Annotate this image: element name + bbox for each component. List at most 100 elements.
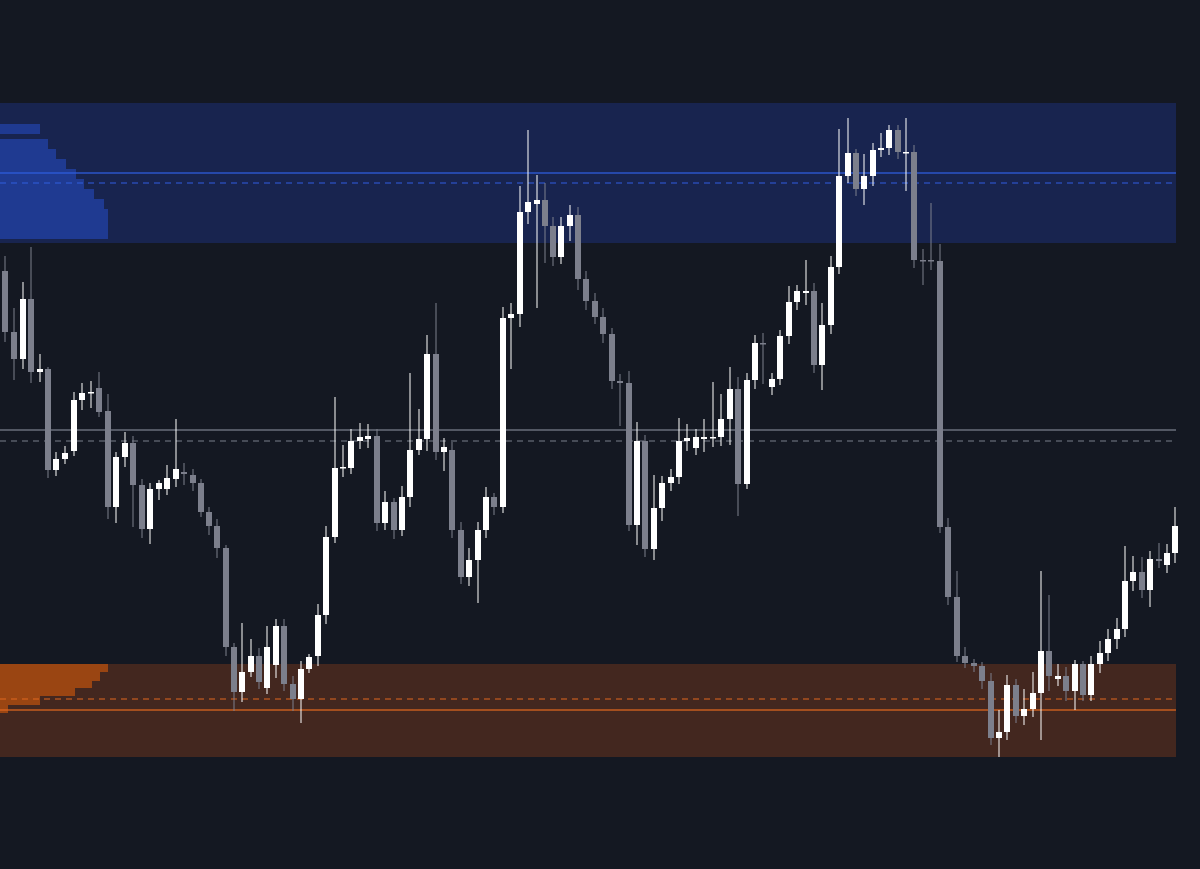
supply-profile-bar (0, 169, 76, 179)
bearish-candle (542, 200, 548, 226)
bearish-candle (206, 512, 212, 526)
bullish-candle (382, 502, 388, 523)
bullish-candle (1097, 653, 1103, 664)
bullish-candle (1004, 685, 1010, 732)
bullish-candle (718, 419, 724, 437)
bearish-candle (281, 626, 287, 684)
bullish-candle (727, 389, 733, 419)
demand-profile-bar (0, 705, 8, 713)
bullish-candle (693, 437, 699, 448)
bearish-candle (735, 389, 741, 484)
bearish-candle (139, 485, 145, 529)
bullish-candle (164, 478, 170, 489)
bullish-candle (71, 400, 77, 451)
bearish-candle (911, 152, 917, 260)
bullish-candle (534, 200, 540, 204)
candles-layer (2, 118, 1178, 757)
bearish-candle (198, 483, 204, 512)
bullish-candle (668, 477, 674, 483)
supply-profile-bar (0, 219, 108, 229)
bullish-candle (861, 176, 867, 189)
bearish-candle (105, 411, 111, 507)
bullish-candle (79, 393, 85, 400)
bullish-candle (424, 354, 430, 439)
bullish-candle (828, 267, 834, 325)
bullish-candle (37, 369, 43, 372)
bearish-candle (28, 299, 34, 372)
bullish-candle (744, 380, 750, 484)
bullish-candle (348, 441, 354, 468)
bearish-candle (458, 530, 464, 577)
bearish-candle (214, 526, 220, 548)
bearish-candle (290, 684, 296, 699)
bullish-candle (357, 437, 363, 441)
bullish-candle (156, 483, 162, 489)
bullish-candle (786, 302, 792, 336)
bearish-candle (96, 388, 102, 412)
bearish-candle (45, 369, 51, 470)
bullish-candle (1164, 553, 1170, 565)
bearish-candle (550, 226, 556, 257)
bullish-candle (701, 437, 707, 439)
bullish-candle (794, 291, 800, 302)
bullish-candle (634, 441, 640, 525)
bullish-candle (886, 130, 892, 148)
bullish-candle (567, 215, 573, 226)
bullish-candle (1055, 676, 1061, 679)
demand-profile-bar (0, 696, 40, 705)
bullish-candle (1130, 572, 1136, 581)
bullish-candle (323, 537, 329, 615)
bullish-candle (53, 459, 59, 470)
bearish-candle (11, 332, 17, 359)
bullish-candle (500, 318, 506, 507)
bearish-candle (449, 450, 455, 530)
bearish-candle (988, 681, 994, 738)
bullish-candle (315, 615, 321, 656)
supply-profile-bar (0, 189, 94, 199)
bullish-candle (1147, 559, 1153, 590)
bullish-candle (332, 468, 338, 537)
bullish-candle (466, 560, 472, 577)
bearish-candle (130, 443, 136, 485)
supply-profile-bar (0, 209, 108, 219)
bullish-candle (1172, 526, 1178, 553)
supply-profile-bar (0, 124, 40, 134)
bearish-candle (1046, 651, 1052, 676)
bullish-candle (517, 212, 523, 314)
bullish-candle (525, 202, 531, 212)
supply-profile-bar (0, 199, 104, 209)
bullish-candle (407, 450, 413, 497)
bullish-candle (803, 291, 809, 293)
bullish-candle (399, 497, 405, 530)
bearish-candle (928, 260, 934, 262)
bullish-candle (508, 314, 514, 318)
bullish-candle (659, 483, 665, 508)
bullish-candle (819, 325, 825, 365)
bullish-candle (416, 439, 422, 450)
bearish-candle (617, 381, 623, 383)
bullish-candle (483, 497, 489, 530)
bearish-candle (760, 343, 766, 345)
bearish-candle (937, 261, 943, 527)
bullish-candle (475, 530, 481, 560)
demand-profile-bar (0, 664, 108, 672)
bullish-candle (340, 467, 346, 469)
supply-profile-bar (0, 159, 66, 169)
bearish-candle (1013, 685, 1019, 716)
bearish-candle (256, 656, 262, 682)
demand-profile-bar (0, 672, 100, 681)
demand-profile-bar (0, 681, 92, 688)
bearish-candle (231, 647, 237, 692)
bullish-candle (903, 152, 909, 154)
levels-layer (0, 172, 1176, 711)
bearish-candle (1139, 572, 1145, 590)
bullish-candle (365, 436, 371, 439)
bearish-candle (600, 317, 606, 334)
bullish-candle (845, 153, 851, 176)
demand-profile-bar (0, 688, 75, 696)
bullish-candle (1122, 581, 1128, 629)
bullish-candle (836, 176, 842, 267)
bearish-candle (971, 663, 977, 666)
